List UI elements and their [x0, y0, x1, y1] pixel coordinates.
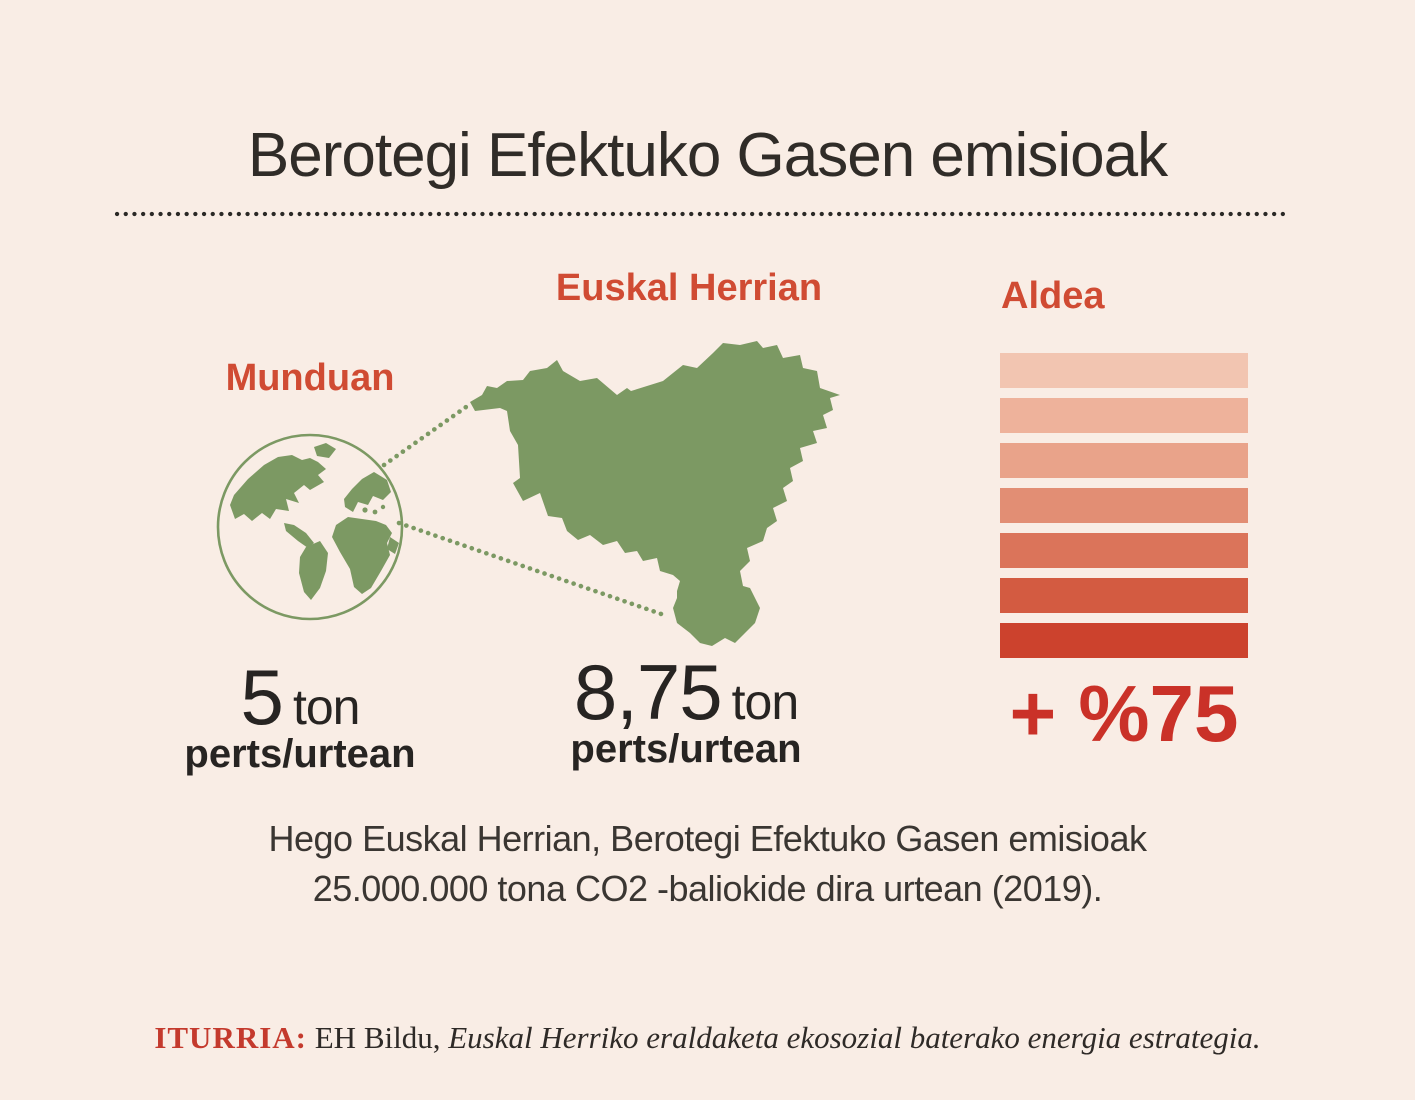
basque-value-number: 8,75 [573, 648, 723, 736]
globe-outline [216, 433, 404, 621]
globe-island-dot [372, 509, 378, 515]
basque-value: 8,75 ton [526, 647, 846, 738]
globe-continent-arabia [387, 537, 399, 554]
globe-continent-south-america [299, 541, 328, 600]
basque-map-shape [470, 341, 840, 646]
globe-island-dot [380, 504, 386, 510]
body-note-line2: 25.000.000 tona CO2 -baliokide dira urte… [312, 868, 1103, 909]
globe-continent-central-america [284, 523, 314, 548]
aldea-gradient-bar [1000, 443, 1248, 478]
globe-continent-europe [344, 472, 391, 512]
aldea-gradient-bar [1000, 488, 1248, 523]
aldea-gradient-bar [1000, 353, 1248, 388]
world-value-number: 5 [240, 653, 284, 741]
globe-icon [214, 431, 406, 623]
aldea-gradient-bar [1000, 398, 1248, 433]
world-value-unit: ton [292, 679, 361, 735]
source-title: Euskal Herriko eraldaketa ekosozial bate… [448, 1020, 1261, 1055]
source-name: EH Bildu, [307, 1020, 449, 1055]
world-section-label: Munduan [225, 357, 395, 399]
page-title: Berotegi Efektuko Gasen emisioak [247, 121, 1168, 190]
aldea-gradient-bars [1000, 353, 1248, 658]
trevino-enclave-hole [493, 454, 513, 474]
aldea-gradient-bar [1000, 533, 1248, 568]
globe-continent-africa [332, 517, 392, 594]
world-value: 5 ton [140, 652, 460, 743]
body-note: Hego Euskal Herrian, Berotegi Efektuko G… [0, 814, 1415, 914]
basque-section-label: Euskal Herrian [555, 267, 823, 309]
aldea-gradient-bar [1000, 578, 1248, 613]
basque-value-unit: ton [731, 674, 800, 730]
basque-value-caption: perts/urtean [570, 727, 802, 771]
aldea-gradient-bar [1000, 623, 1248, 658]
globe-island-dot [362, 507, 368, 513]
world-value-caption: perts/urtean [184, 732, 416, 776]
globe-continent-greenland [314, 443, 336, 458]
body-note-line1: Hego Euskal Herrian, Berotegi Efektuko G… [268, 818, 1147, 859]
basque-country-map [465, 338, 845, 653]
source-footer: ITURRIA: EH Bildu, Euskal Herriko eralda… [0, 1020, 1415, 1056]
difference-value: + %75 [1009, 669, 1239, 758]
source-label: ITURRIA: [154, 1020, 307, 1055]
difference-section-label: Aldea [1001, 275, 1105, 317]
globe-continent-north-america [230, 455, 326, 521]
